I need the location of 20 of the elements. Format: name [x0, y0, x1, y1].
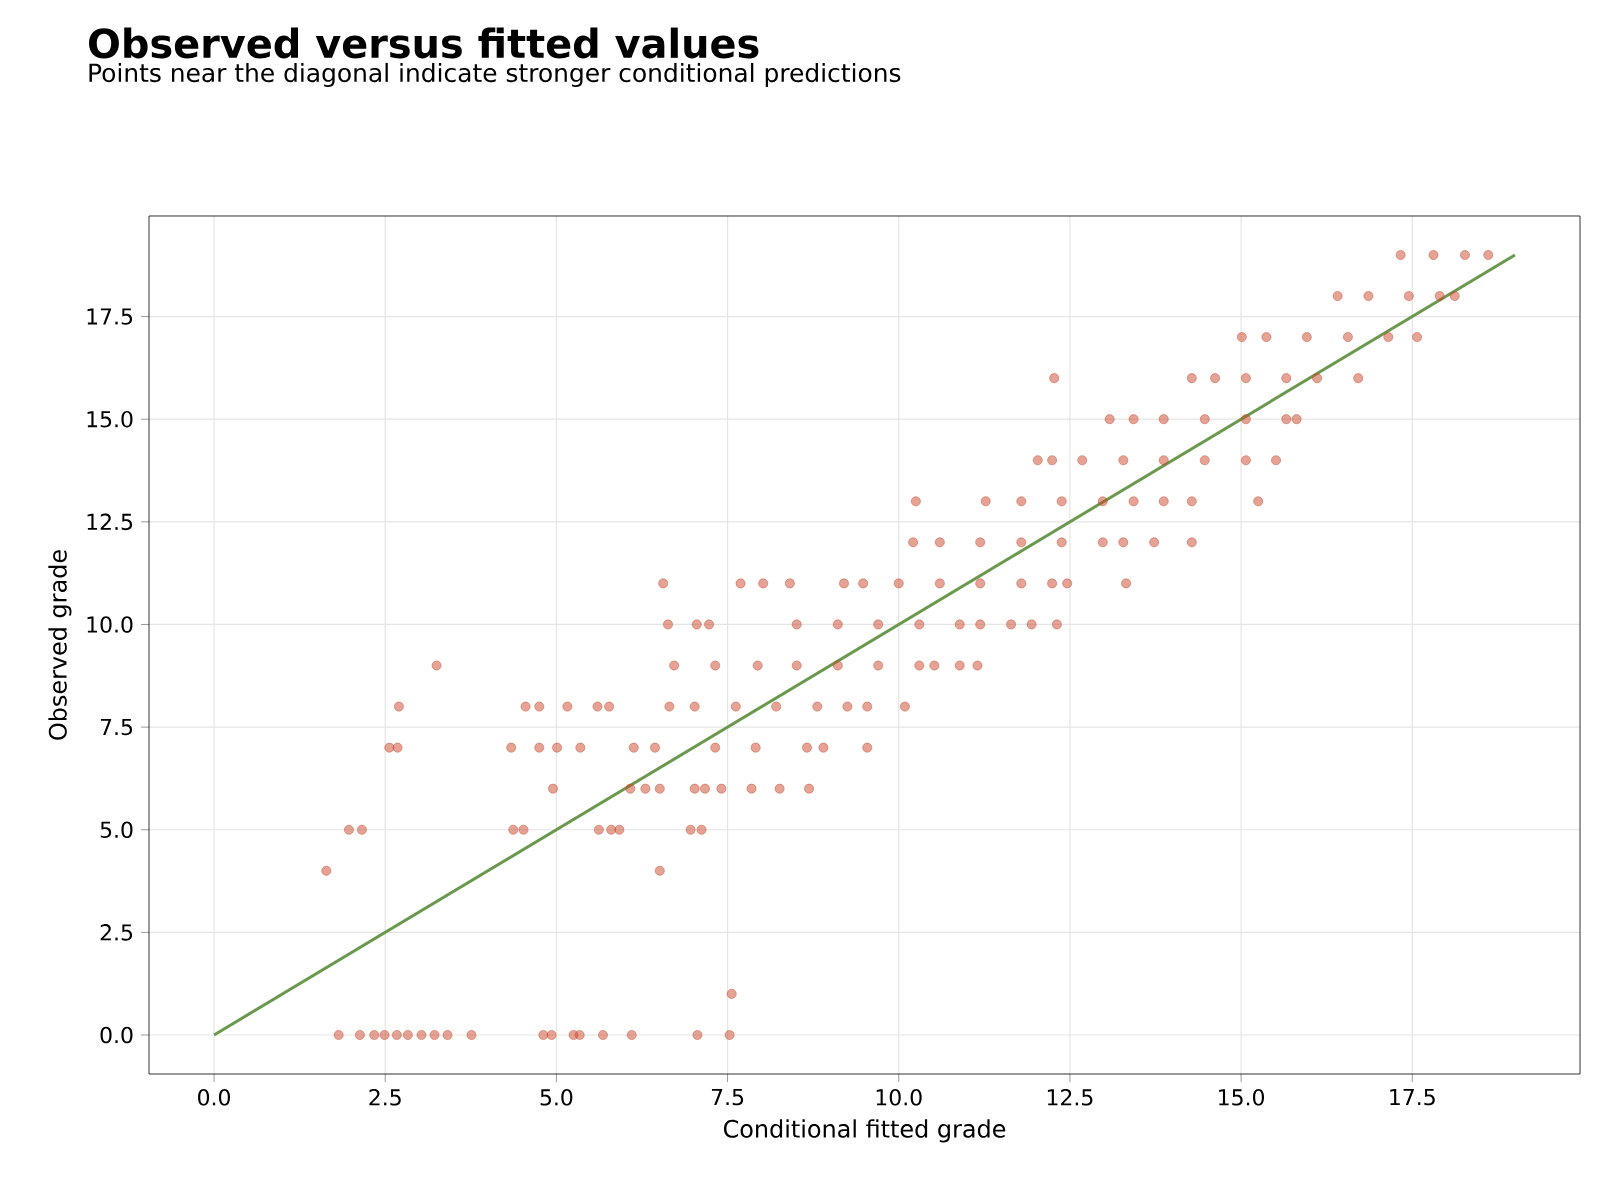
- x-tick-label: 15.0: [1219, 1089, 1265, 1106]
- y-tick-label: 12.5: [87, 513, 133, 531]
- x-tick-label: 10.0: [876, 1089, 922, 1106]
- y-tick-label: 17.5: [87, 308, 133, 325]
- y-tick-label: 2.5: [100, 924, 133, 941]
- x-tick-label: 7.5: [711, 1089, 744, 1106]
- x-axis-title: Conditional fitted grade: [723, 1119, 1006, 1143]
- y-tick-label: 7.5: [100, 718, 133, 736]
- y-tick-label: 5.0: [100, 821, 133, 839]
- x-tick-label: 5.0: [540, 1089, 573, 1106]
- x-tick-label: 0.0: [198, 1089, 230, 1106]
- y-tick-label: 10.0: [87, 616, 133, 633]
- chart-subtitle: Points near the diagonal indicate stronger conditional predictions: [89, 62, 901, 88]
- x-tick-label: 2.5: [369, 1089, 401, 1106]
- y-tick-label: 0.0: [100, 1026, 133, 1044]
- y-axis-title: Observed grade: [48, 550, 72, 740]
- chart-title: Observed versus fitted values: [89, 27, 759, 59]
- x-tick-label: 12.5: [1047, 1089, 1093, 1106]
- y-tick-label: 15.0: [87, 410, 133, 428]
- x-tick-label: 17.5: [1390, 1089, 1435, 1106]
